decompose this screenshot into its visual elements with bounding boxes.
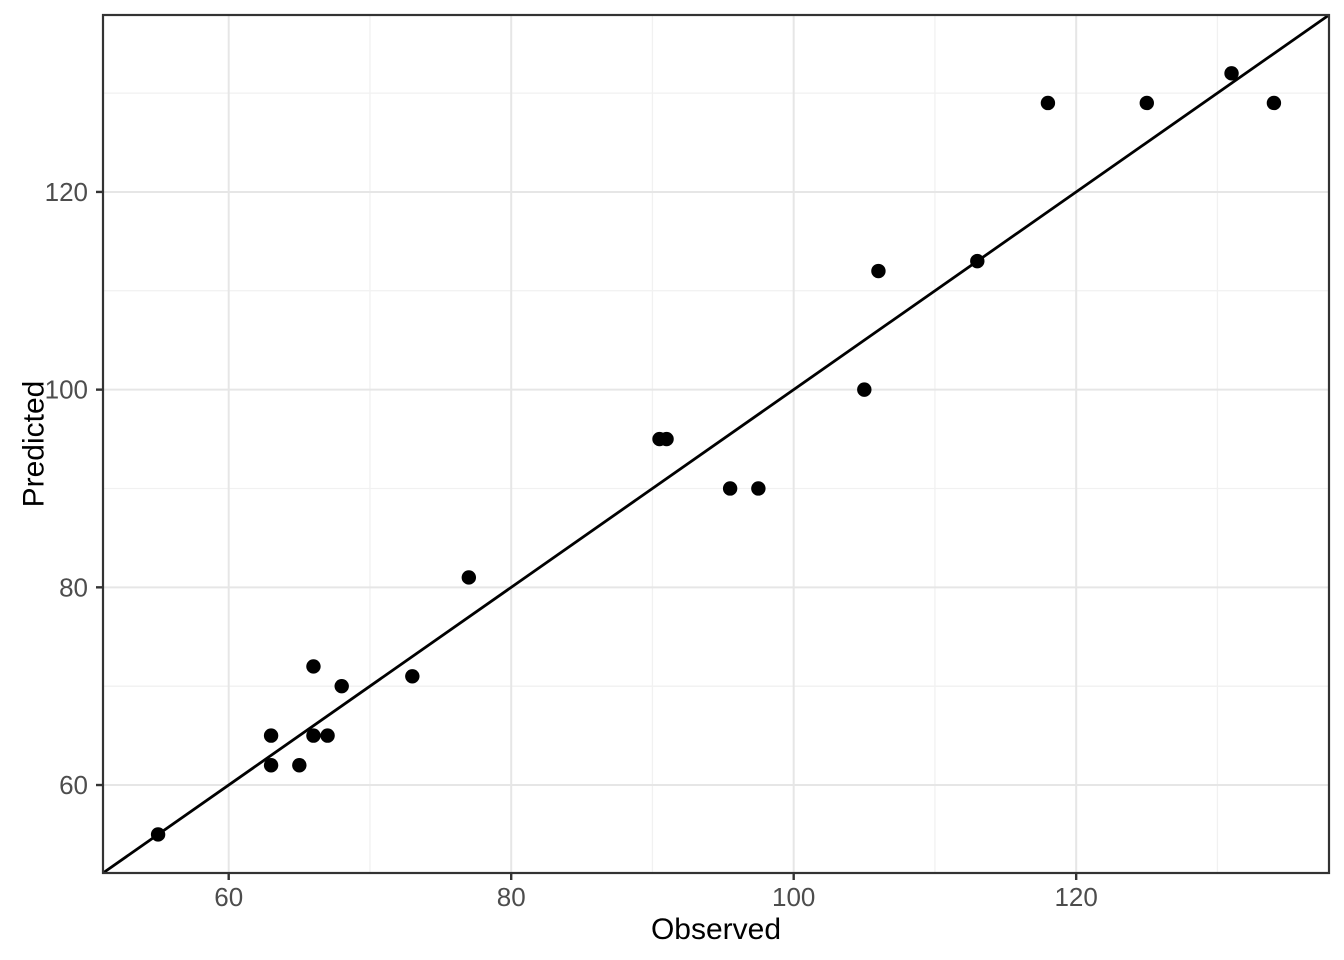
- data-point: [150, 827, 166, 842]
- axis-tick-labels: 60 80 100 120 60 80 100 120: [45, 177, 1098, 912]
- data-point: [970, 253, 985, 269]
- axis-tick-marks: [96, 190, 1078, 880]
- data-point: [1224, 66, 1239, 81]
- data-point: [334, 678, 349, 694]
- data-point: [1040, 95, 1056, 111]
- x-axis-title: Observed: [651, 913, 781, 946]
- y-tick-label: 120: [45, 177, 88, 207]
- y-axis-title: Predicted: [18, 381, 51, 508]
- data-point: [722, 481, 738, 496]
- data-point: [263, 758, 279, 773]
- data-point: [306, 659, 321, 674]
- x-tick-label: 60: [214, 882, 243, 912]
- data-point: [263, 728, 279, 743]
- data-point: [405, 669, 420, 684]
- identity-line-layer: [102, 13, 1330, 875]
- major-gridlines: [103, 15, 1329, 873]
- data-point: [461, 570, 477, 585]
- identity-line: [102, 13, 1330, 875]
- data-point: [871, 263, 886, 279]
- data-point: [320, 728, 335, 743]
- minor-gridlines: [103, 15, 1329, 873]
- data-point: [306, 728, 321, 743]
- data-point: [1266, 95, 1282, 111]
- y-tick-label: 60: [59, 770, 88, 800]
- panel-border: [101, 13, 1331, 875]
- data-point: [659, 431, 674, 447]
- data-point: [857, 382, 872, 397]
- data-point: [1139, 95, 1154, 111]
- x-tick-label: 100: [772, 882, 815, 912]
- data-point: [292, 758, 307, 773]
- data-points-layer: [150, 66, 1282, 842]
- data-point: [751, 481, 766, 496]
- x-tick-label: 120: [1054, 882, 1097, 912]
- y-tick-label: 100: [45, 375, 88, 405]
- y-tick-label: 80: [59, 572, 88, 602]
- x-tick-label: 80: [497, 882, 526, 912]
